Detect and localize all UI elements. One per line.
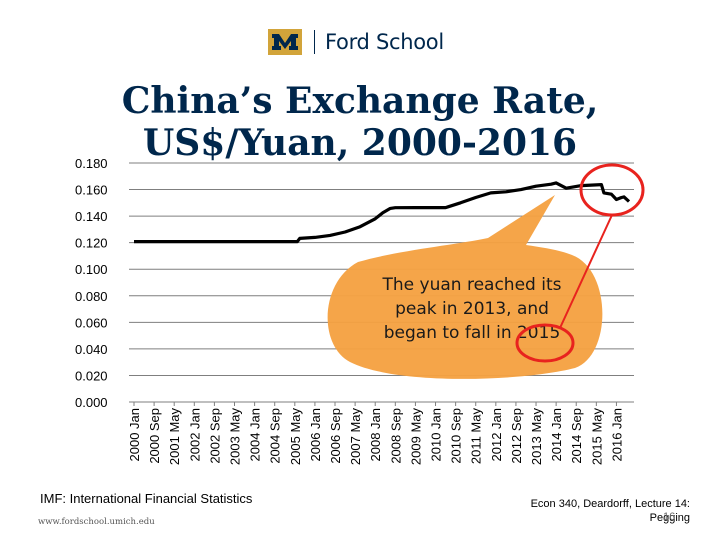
x-tick-label: 2001 May	[167, 408, 182, 466]
y-tick-label: 0.160	[75, 183, 108, 198]
x-tick-label: 2004 Jan	[248, 408, 263, 462]
arrow-2013-line	[559, 214, 613, 329]
y-tick-label: 0.000	[75, 395, 108, 410]
x-tick-label: 2004 Sep	[268, 408, 283, 464]
x-tick-label: 2015 May	[589, 408, 604, 466]
callout-text: The yuan reached its peak in 2013, and beg…	[382, 275, 562, 343]
x-tick-label: 2011 May	[469, 408, 484, 465]
series-line	[134, 181, 631, 244]
y-tick-label: 0.080	[75, 289, 108, 304]
x-tick-label: 2009 May	[408, 408, 423, 466]
page-number: 16	[663, 511, 676, 523]
x-tick-label: 2013 May	[529, 408, 544, 466]
callout-line: peak in 2013, and	[395, 299, 549, 319]
x-tick-label: 2005 May	[288, 408, 303, 466]
x-tick-label: 2012 Sep	[509, 408, 524, 464]
michigan-m-icon	[268, 29, 302, 55]
x-tick-label: 2007 May	[348, 408, 363, 466]
y-tick-label: 0.140	[75, 209, 108, 224]
x-tick-label: 2012 Jan	[489, 408, 504, 462]
y-tick-label: 0.040	[75, 342, 108, 357]
x-tick-label: 2010 Jan	[429, 408, 444, 462]
brand-name: Ford School	[325, 30, 444, 54]
logo-divider	[314, 30, 315, 54]
source-note: IMF: International Financial Statistics	[40, 491, 253, 506]
highlight-circle-2013	[515, 323, 575, 363]
x-tick-label: 2006 Jan	[308, 408, 323, 462]
y-tick-label: 0.020	[75, 368, 108, 383]
x-tick-label: 2006 Sep	[328, 408, 343, 464]
x-tick-label: 2014 Jan	[549, 408, 564, 462]
footer-url: www.fordschool.umich.edu	[38, 517, 155, 527]
x-tick-label: 2008 Jan	[368, 408, 383, 462]
x-tick-label: 2000 Sep	[147, 408, 162, 464]
x-tick-label: 2008 Sep	[388, 408, 403, 464]
x-tick-label: 2014 Sep	[569, 408, 584, 464]
slide-title: China’s Exchange Rate, US$/Yuan, 2000-20…	[121, 80, 599, 164]
callout-shape	[327, 195, 603, 379]
x-tick-label: 2003 May	[228, 408, 243, 466]
x-tick-label: 2002 Jan	[187, 408, 202, 462]
y-tick-label: 0.060	[75, 315, 108, 330]
y-tick-label: 0.120	[75, 236, 108, 251]
x-tick-label: 2000 Jan	[127, 408, 142, 462]
y-tick-label: 0.100	[75, 262, 108, 277]
callout-line: The yuan reached its	[382, 275, 562, 295]
callout-line: began to fall in 2015	[384, 323, 561, 343]
x-tick-label: 2016 Jan	[609, 408, 624, 462]
x-tick-label: 2010 Sep	[449, 408, 464, 464]
y-tick-label: 0.180	[75, 156, 108, 171]
ford-school-logo: Ford School	[268, 28, 444, 56]
course-info: Econ 340, Deardorff, Lecture 14: Pegging	[530, 498, 690, 524]
callout: The yuan reached its peak in 2013, and beg…	[327, 195, 603, 379]
x-tick-label: 2002 Sep	[207, 408, 222, 464]
